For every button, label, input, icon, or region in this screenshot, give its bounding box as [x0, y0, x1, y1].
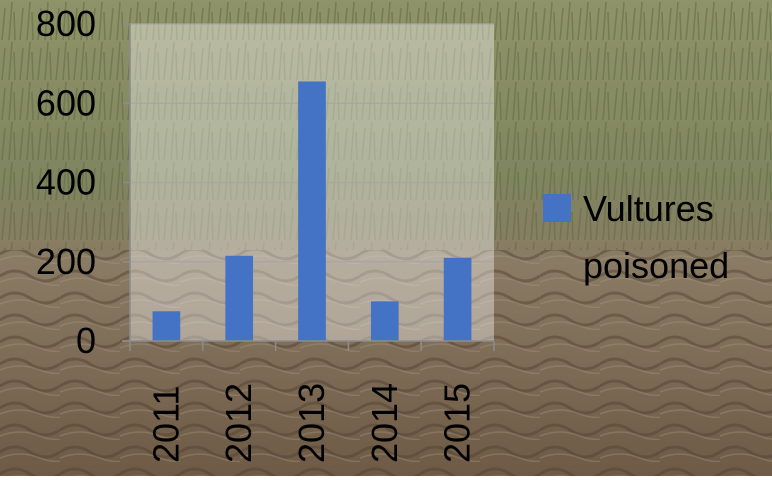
- bar-2012: [225, 255, 254, 341]
- legend-label: poisoned: [583, 245, 729, 286]
- x-tick-label: 2015: [437, 383, 478, 463]
- y-tick-label: 600: [36, 82, 96, 123]
- x-tick-label: 2013: [291, 383, 332, 463]
- y-tick-label: 0: [76, 320, 96, 361]
- axes: [122, 23, 495, 351]
- y-tick-label: 200: [36, 241, 96, 282]
- x-tick-label: 2012: [218, 383, 259, 463]
- legend-label: Vultures: [583, 188, 714, 229]
- x-tick-label: 2011: [145, 386, 186, 463]
- y-tick-label: 400: [36, 162, 96, 203]
- bars: [152, 81, 472, 342]
- bar-2014: [370, 301, 399, 341]
- legend: Vultures poisoned: [543, 188, 729, 286]
- y-tick-label: 800: [36, 3, 96, 44]
- x-tick-label: 2014: [364, 383, 405, 463]
- bar-2015: [443, 257, 472, 341]
- bar-2011: [152, 311, 181, 341]
- x-axis-tick-labels: 2011 2012 2013 2014 2015: [145, 383, 477, 463]
- y-axis-tick-labels: 0 200 400 600 800: [36, 3, 96, 361]
- legend-swatch: [543, 194, 571, 222]
- bar-2013: [298, 81, 326, 342]
